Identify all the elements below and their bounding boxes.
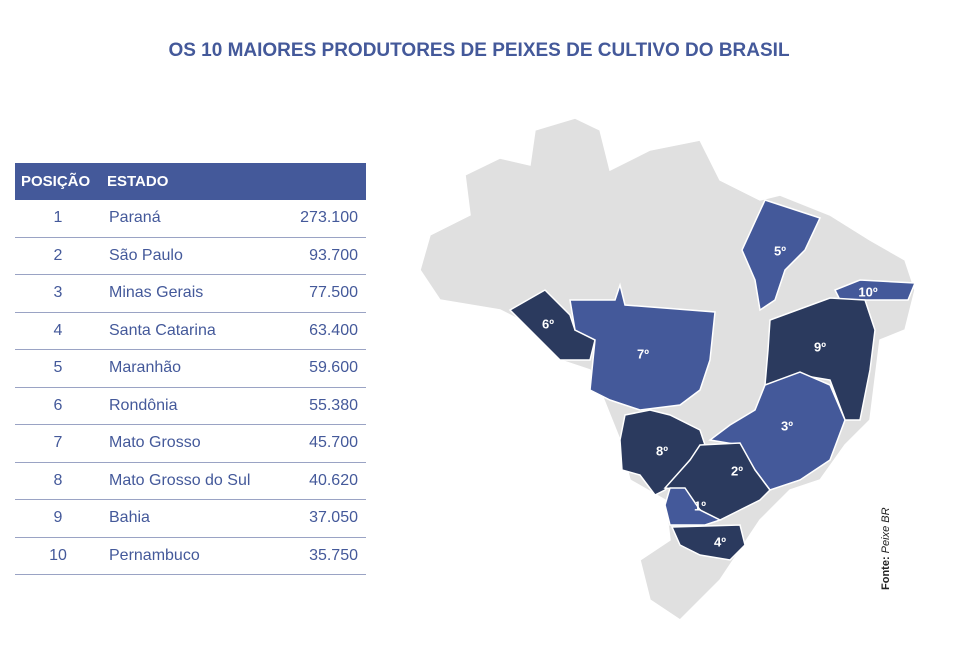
map-label: 10º: [858, 284, 877, 299]
map-label: 1º: [694, 498, 706, 513]
table-cell: 8: [15, 462, 101, 500]
map-label: 2º: [731, 463, 743, 478]
state-parana: [664, 487, 722, 526]
table-cell: Bahia: [101, 499, 282, 538]
table-cell: 7: [15, 424, 101, 463]
state-sao-paulo: [663, 442, 771, 521]
source-label: Fonte:: [880, 556, 892, 590]
table-cell: 59.600: [281, 349, 366, 388]
table-cell: 55.380: [281, 387, 366, 425]
table-cell: Maranhão: [101, 349, 282, 388]
table-cell: 93.700: [281, 237, 366, 275]
table-header: POSIÇÃO ESTADO: [15, 163, 366, 200]
table-cell: 10: [15, 537, 101, 575]
table-cell: 45.700: [281, 424, 366, 463]
map-label: 7º: [637, 346, 649, 361]
table-cell: 37.050: [281, 499, 366, 538]
header-cell: POSIÇÃO: [15, 163, 101, 200]
table-cell: 5: [15, 349, 101, 388]
table-cell: 1: [15, 200, 101, 238]
table-cell: 6: [15, 387, 101, 425]
table-row: 3 Minas Gerais 77.500: [15, 274, 366, 313]
header-cell: ESTADO: [101, 163, 366, 200]
table-row: 9 Bahia 37.050: [15, 499, 366, 538]
table-cell: 77.500: [281, 274, 366, 313]
table-cell: 35.750: [281, 537, 366, 575]
table-cell: Paraná: [101, 200, 282, 238]
table-cell: São Paulo: [101, 237, 282, 275]
map-label: 4º: [714, 534, 726, 549]
table-cell: Rondônia: [101, 387, 282, 425]
table-row: 8 Mato Grosso do Sul 40.620: [15, 462, 366, 500]
source-text: Peixe BR: [880, 507, 892, 554]
table-cell: Santa Catarina: [101, 312, 282, 350]
table-row: 1 Paraná 273.100: [15, 200, 366, 238]
table-row: 4 Santa Catarina 63.400: [15, 312, 366, 350]
table-row: 7 Mato Grosso 45.700: [15, 424, 366, 463]
map-label: 5º: [774, 243, 786, 258]
state-mato-grosso: [569, 282, 716, 411]
table-row: 2 São Paulo 93.700: [15, 237, 366, 275]
map-label: 3º: [781, 418, 793, 433]
table-cell: 2: [15, 237, 101, 275]
table-cell: 40.620: [281, 462, 366, 500]
state-maranhao: [741, 199, 822, 312]
table-cell: 9: [15, 499, 101, 538]
table-cell: Mato Grosso: [101, 424, 282, 463]
table-row: 6 Rondônia 55.380: [15, 387, 366, 425]
table-cell: Minas Gerais: [101, 274, 282, 313]
table-row: 10 Pernambuco 35.750: [15, 537, 366, 575]
table-cell: Pernambuco: [101, 537, 282, 575]
state-santa-catarina: [670, 524, 746, 561]
ranking-table: POSIÇÃO ESTADO 1 Paraná 273.100 2 São Paulo 9…: [15, 163, 366, 575]
source: Fonte: Peixe BR: [880, 440, 892, 590]
table-cell: 273.100: [281, 200, 366, 238]
table-cell: 63.400: [281, 312, 366, 350]
table-cell: 3: [15, 274, 101, 313]
table-cell: Mato Grosso do Sul: [101, 462, 282, 500]
title: OS 10 MAIORES PRODUTORES DE PEIXES DE CU…: [168, 40, 790, 61]
map-label: 6º: [542, 316, 554, 331]
state-bahia: [764, 297, 876, 421]
map-label: 9º: [814, 339, 826, 354]
map-label: 8º: [656, 443, 668, 458]
table-row: 5 Maranhão 59.600: [15, 349, 366, 388]
table-cell: 4: [15, 312, 101, 350]
